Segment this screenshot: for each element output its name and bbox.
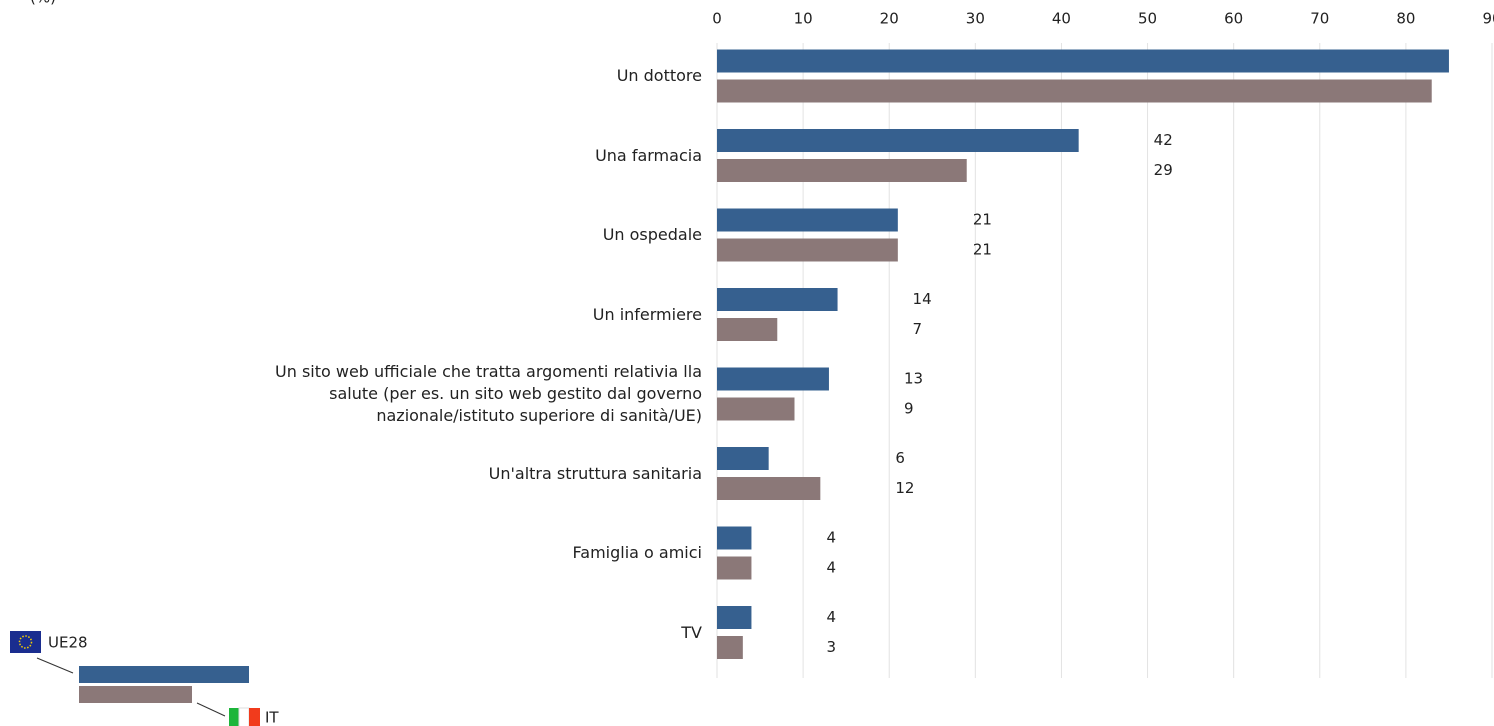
category-label: TV: [681, 622, 702, 642]
bar: [717, 288, 838, 311]
flag-eu: [10, 631, 41, 653]
category-label: Un sito web ufficiale che tratta argomen…: [275, 362, 702, 425]
data-label: 6: [895, 449, 905, 467]
bar: [717, 636, 743, 659]
data-label: 13: [904, 370, 923, 388]
bar: [717, 556, 752, 580]
bar: [717, 526, 752, 550]
category-label: Famiglia o amici: [572, 543, 702, 562]
bar: [717, 208, 898, 232]
x-tick-label: 80: [1396, 10, 1415, 28]
x-tick-label: 10: [794, 10, 813, 28]
category-label: Un dottore: [616, 66, 702, 85]
data-label: 21: [973, 211, 992, 229]
data-label: 14: [913, 290, 932, 308]
x-tick-label: 90: [1482, 10, 1494, 28]
bar: [717, 606, 752, 629]
legend-leader: [36, 657, 74, 674]
x-tick-label: 30: [966, 10, 985, 28]
category-label: Un ospedale: [602, 225, 702, 244]
data-label: 42: [1154, 131, 1173, 149]
data-label: 21: [973, 241, 992, 259]
legend-swatch: [79, 686, 192, 703]
data-label: 4: [826, 608, 836, 626]
bar: [717, 129, 1079, 152]
category-label: Un infermiere: [592, 304, 702, 324]
data-label: 12: [895, 479, 914, 497]
bar: [717, 159, 967, 182]
bar: [717, 477, 821, 500]
subtitle: (%): [30, 0, 56, 7]
bar: [717, 318, 778, 341]
flag-it: [229, 707, 260, 726]
bar: [717, 397, 795, 421]
x-tick-label: 70: [1310, 10, 1329, 28]
data-label: 29: [1154, 161, 1173, 179]
data-label: 4: [826, 529, 836, 547]
x-tick-label: 60: [1224, 10, 1243, 28]
legend-label: UE28: [48, 634, 88, 652]
bar: [717, 447, 769, 470]
bar: [717, 49, 1449, 73]
data-label: 4: [826, 559, 836, 577]
x-tick-label: 0: [712, 10, 722, 28]
x-tick-label: 40: [1052, 10, 1071, 28]
data-label: 3: [826, 638, 836, 656]
category-label: Un'altra struttura sanitaria: [488, 463, 702, 483]
x-tick-label: 20: [880, 10, 899, 28]
bar: [717, 367, 829, 391]
data-label: 7: [913, 320, 923, 338]
bar: [717, 238, 898, 262]
legend-label: IT: [265, 709, 279, 726]
x-tick-label: 50: [1138, 10, 1157, 28]
data-label: 9: [904, 400, 914, 418]
legend-leader: [196, 702, 226, 717]
bar: [717, 79, 1432, 103]
category-label: Una farmacia: [595, 145, 702, 165]
legend-swatch: [79, 666, 249, 683]
